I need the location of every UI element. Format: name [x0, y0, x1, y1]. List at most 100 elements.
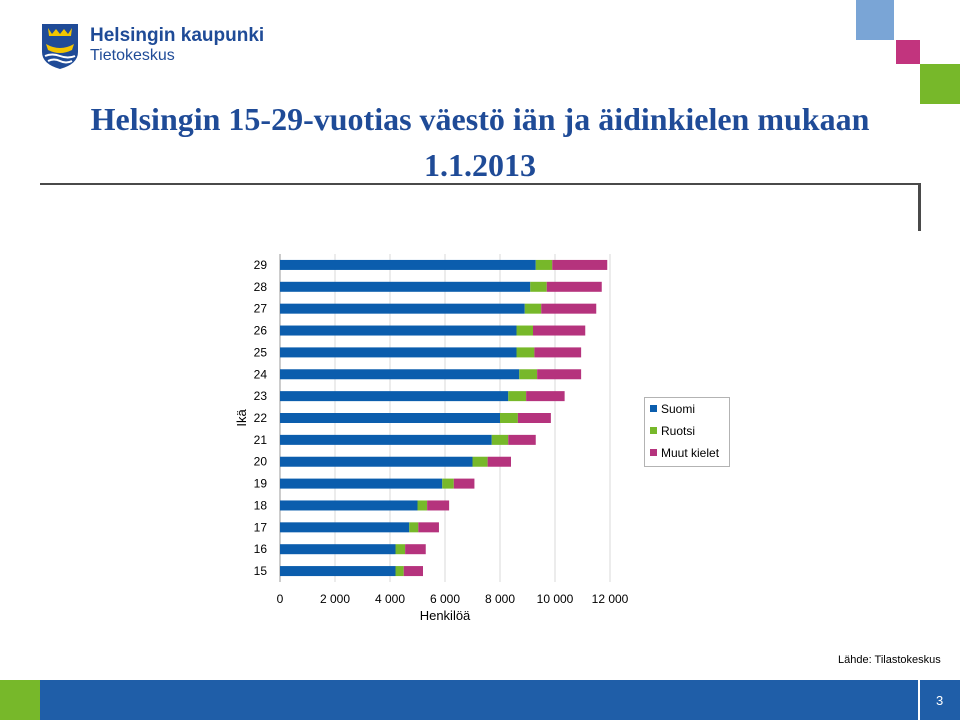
x-tick-label-6000: 6 000 — [430, 592, 460, 606]
bar-age-15-muut-kielet — [403, 566, 423, 577]
y-axis-label: Ikä — [234, 409, 249, 427]
bar-age-16-ruotsi — [395, 544, 406, 555]
y-tick-label-20: 20 — [254, 455, 268, 469]
bar-age-21-suomi — [280, 434, 492, 445]
bar-age-16-suomi — [280, 544, 396, 555]
bar-age-27-ruotsi — [524, 303, 542, 314]
chart-legend: Suomi Ruotsi Muut kielet — [644, 397, 730, 467]
y-tick-label-21: 21 — [254, 433, 268, 447]
deco-square-light-blue — [856, 0, 894, 40]
frame-right-line — [918, 183, 921, 231]
bar-age-22-muut-kielet — [517, 413, 551, 423]
bar-age-26-muut-kielet — [533, 325, 586, 336]
legend-label-suomi: Suomi — [661, 402, 696, 416]
footer-page-box — [918, 680, 960, 720]
legend-swatch-suomi — [650, 405, 657, 412]
y-tick-label-27: 27 — [254, 302, 268, 316]
bar-age-17-ruotsi — [409, 522, 419, 533]
bar-age-29-ruotsi — [535, 259, 553, 270]
legend-swatch-muut — [650, 449, 657, 456]
bar-age-17-suomi — [280, 522, 410, 533]
bar-age-23-ruotsi — [508, 391, 527, 402]
bar-age-19-ruotsi — [442, 478, 454, 489]
x-tick-label-4000: 4 000 — [375, 592, 405, 606]
logo-line-1: Helsingin kaupunki — [90, 25, 265, 46]
bar-age-15-suomi — [280, 566, 396, 577]
y-tick-label-19: 19 — [254, 477, 268, 491]
page-number: 3 — [936, 693, 944, 708]
bar-age-18-muut-kielet — [427, 500, 450, 511]
x-tick-label-10000: 10 000 — [537, 592, 574, 606]
y-tick-label-18: 18 — [254, 498, 268, 512]
logo-text: Helsingin kaupunki Tietokeskus — [90, 25, 265, 64]
bar-age-18-ruotsi — [417, 500, 428, 511]
title-line-1: Helsingin 15-29-vuotias väestö iän ja äi… — [90, 101, 870, 137]
deco-square-green — [920, 64, 960, 104]
bar-age-26-suomi — [280, 325, 517, 336]
bar-age-15-ruotsi — [395, 566, 404, 577]
bar-age-27-muut-kielet — [541, 303, 597, 314]
footer-bar — [0, 680, 960, 720]
x-tick-labels: 0 2 000 4 000 6 000 8 000 10 000 12 000 — [277, 592, 629, 606]
bar-age-21-ruotsi — [491, 434, 509, 445]
bar-age-21-muut-kielet — [508, 434, 536, 445]
bar-age-25-ruotsi — [516, 347, 535, 358]
bar-age-20-muut-kielet — [487, 456, 511, 467]
legend-label-muut: Muut kielet — [661, 446, 720, 460]
x-axis-label: Henkilöä — [420, 608, 471, 623]
bar-age-23-suomi — [280, 391, 509, 402]
y-tick-label-28: 28 — [254, 280, 268, 294]
x-tick-label-0: 0 — [277, 592, 284, 606]
title-line-2: 1.1.2013 — [424, 147, 536, 183]
bar-age-26-ruotsi — [516, 325, 533, 336]
chart-bars — [280, 259, 608, 577]
legend-item-ruotsi: Ruotsi — [650, 424, 695, 438]
y-tick-label-17: 17 — [254, 520, 268, 534]
legend-item-suomi: Suomi — [650, 402, 695, 416]
y-tick-label-24: 24 — [254, 367, 268, 381]
y-tick-label-26: 26 — [254, 324, 268, 338]
bar-age-27-suomi — [280, 303, 525, 314]
bar-age-28-ruotsi — [530, 281, 547, 292]
logo-line-2: Tietokeskus — [90, 46, 175, 64]
y-tick-label-15: 15 — [254, 564, 268, 578]
y-tick-label-23: 23 — [254, 389, 268, 403]
bar-age-18-suomi — [280, 500, 418, 511]
deco-square-magenta — [896, 40, 920, 64]
bar-age-20-ruotsi — [472, 456, 488, 467]
legend-item-muut: Muut kielet — [650, 446, 719, 460]
page-title: Helsingin 15-29-vuotias väestö iän ja äi… — [30, 96, 930, 188]
frame-top-line — [40, 183, 920, 185]
y-tick-labels: 15 16 17 18 19 20 21 22 23 24 25 26 27 28 29 — [254, 258, 268, 578]
bar-age-28-muut-kielet — [546, 281, 602, 292]
legend-label-ruotsi: Ruotsi — [661, 424, 696, 438]
bar-age-24-muut-kielet — [537, 369, 582, 380]
footer-green-square — [0, 680, 40, 720]
x-tick-label-8000: 8 000 — [485, 592, 515, 606]
bar-age-25-muut-kielet — [534, 347, 582, 358]
bar-age-19-muut-kielet — [453, 478, 475, 489]
y-tick-label-29: 29 — [254, 258, 268, 272]
source-note: Lähde: Tilastokeskus — [838, 654, 941, 666]
bar-age-25-suomi — [280, 347, 517, 358]
x-tick-label-12000: 12 000 — [592, 592, 629, 606]
bar-age-23-muut-kielet — [526, 391, 565, 402]
legend-swatch-ruotsi — [650, 427, 657, 434]
bar-age-22-ruotsi — [500, 413, 518, 423]
y-tick-label-22: 22 — [254, 411, 268, 425]
y-tick-label-25: 25 — [254, 345, 268, 359]
x-tick-label-2000: 2 000 — [320, 592, 350, 606]
bar-age-28-suomi — [280, 281, 531, 292]
bar-age-29-muut-kielet — [552, 259, 608, 270]
bar-age-24-ruotsi — [519, 369, 538, 380]
y-tick-label-16: 16 — [254, 542, 268, 556]
bar-age-17-muut-kielet — [418, 522, 439, 533]
bar-age-22-suomi — [280, 413, 500, 423]
bar-age-20-suomi — [280, 456, 473, 467]
bar-age-24-suomi — [280, 369, 520, 380]
bar-age-16-muut-kielet — [405, 544, 426, 555]
bar-age-29-suomi — [280, 259, 536, 270]
bar-age-19-suomi — [280, 478, 443, 489]
helsinki-coat-of-arms-logo — [42, 24, 78, 69]
